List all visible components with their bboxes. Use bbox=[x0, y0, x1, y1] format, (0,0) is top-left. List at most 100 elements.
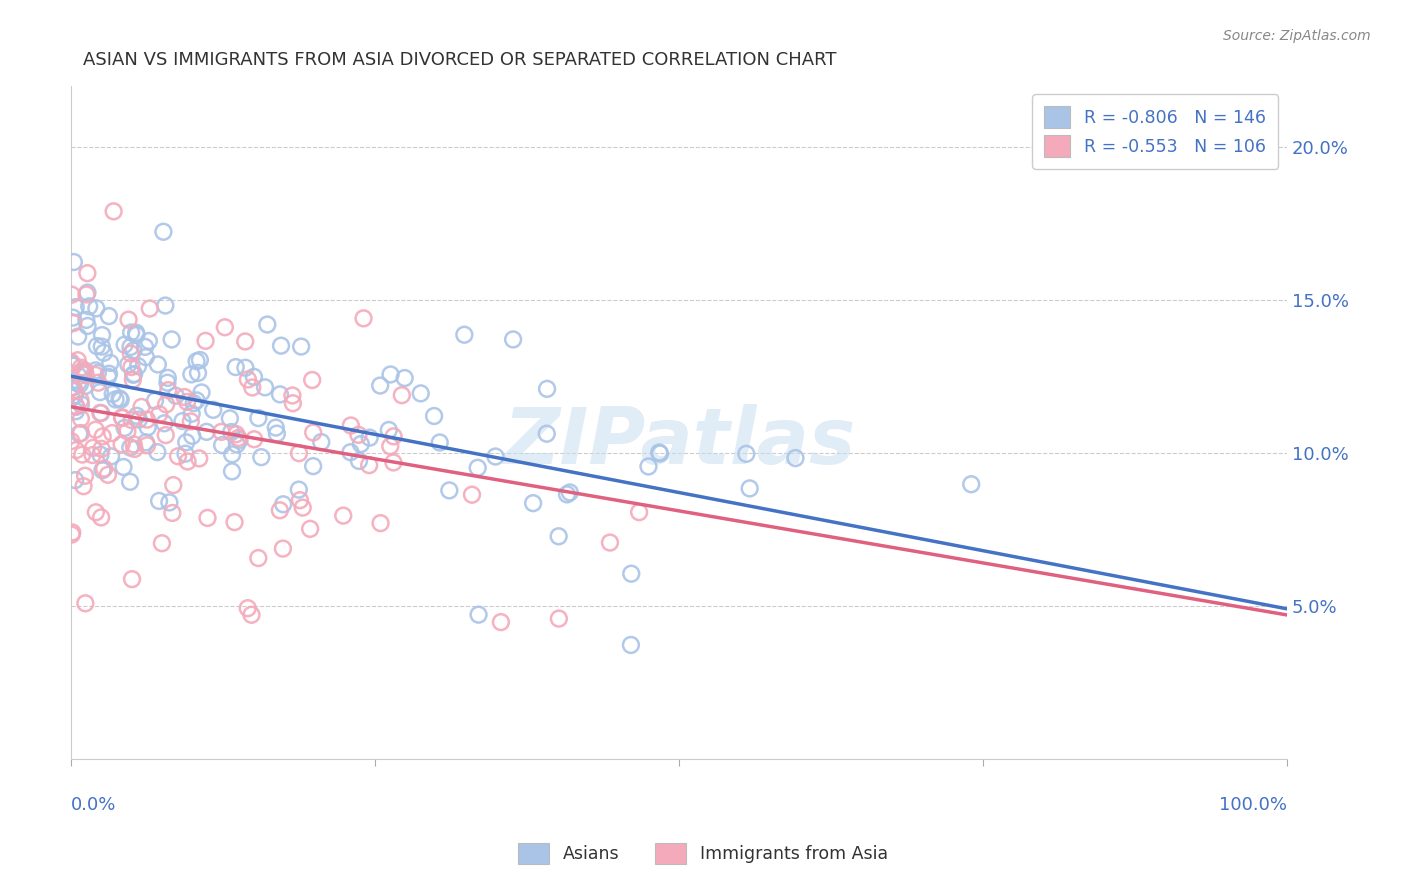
Point bbox=[382, 429, 405, 443]
Point bbox=[236, 601, 259, 615]
Point bbox=[135, 350, 157, 364]
Point bbox=[77, 299, 100, 313]
Point bbox=[121, 373, 143, 387]
Point bbox=[547, 529, 569, 543]
Point bbox=[735, 447, 758, 461]
Point bbox=[136, 412, 159, 426]
Point bbox=[112, 460, 135, 475]
Point bbox=[84, 505, 107, 519]
Point bbox=[76, 285, 98, 300]
Point bbox=[84, 423, 107, 437]
Point bbox=[219, 425, 242, 439]
Point bbox=[301, 373, 323, 387]
Point bbox=[122, 368, 145, 382]
Point bbox=[60, 287, 83, 301]
Point bbox=[240, 380, 263, 394]
Point bbox=[87, 376, 110, 390]
Point bbox=[63, 255, 86, 269]
Point bbox=[153, 417, 176, 431]
Point bbox=[269, 387, 291, 401]
Point bbox=[347, 454, 370, 468]
Point bbox=[90, 340, 112, 354]
Point bbox=[122, 437, 145, 451]
Point bbox=[65, 443, 87, 458]
Point bbox=[70, 411, 93, 425]
Point bbox=[134, 340, 156, 354]
Point bbox=[429, 435, 451, 450]
Point bbox=[173, 390, 195, 404]
Point bbox=[84, 363, 107, 377]
Point bbox=[87, 366, 110, 380]
Point bbox=[90, 510, 112, 524]
Text: ZIPatlas: ZIPatlas bbox=[503, 404, 855, 481]
Point bbox=[93, 346, 115, 360]
Point bbox=[120, 326, 142, 340]
Point bbox=[299, 522, 322, 536]
Point bbox=[82, 441, 104, 455]
Point bbox=[97, 369, 120, 384]
Point bbox=[271, 541, 294, 556]
Point bbox=[91, 429, 114, 443]
Point bbox=[76, 266, 98, 280]
Point bbox=[174, 435, 197, 450]
Point bbox=[347, 427, 370, 442]
Point bbox=[157, 383, 180, 397]
Point bbox=[256, 318, 278, 332]
Point bbox=[120, 346, 142, 360]
Point bbox=[62, 359, 84, 373]
Point bbox=[69, 393, 91, 408]
Point bbox=[91, 463, 114, 477]
Point bbox=[125, 409, 148, 423]
Point bbox=[111, 411, 134, 425]
Point bbox=[165, 389, 187, 403]
Point bbox=[125, 326, 148, 340]
Point bbox=[288, 493, 311, 508]
Point bbox=[190, 385, 212, 400]
Point bbox=[143, 393, 166, 408]
Point bbox=[162, 478, 184, 492]
Point bbox=[155, 299, 177, 313]
Point bbox=[960, 477, 983, 491]
Point bbox=[89, 406, 111, 420]
Legend: R = -0.806   N = 146, R = -0.553   N = 106: R = -0.806 N = 146, R = -0.553 N = 106 bbox=[1032, 95, 1278, 169]
Point bbox=[202, 402, 225, 417]
Point bbox=[502, 333, 524, 347]
Point bbox=[558, 485, 581, 500]
Point bbox=[122, 367, 145, 381]
Point bbox=[101, 425, 124, 440]
Point bbox=[60, 525, 83, 540]
Point bbox=[75, 313, 97, 327]
Point bbox=[60, 527, 83, 541]
Point bbox=[467, 460, 489, 475]
Point bbox=[235, 360, 257, 375]
Point bbox=[120, 340, 142, 354]
Point bbox=[439, 483, 461, 498]
Point bbox=[136, 438, 159, 452]
Point bbox=[65, 300, 87, 314]
Point bbox=[181, 429, 204, 443]
Point bbox=[162, 506, 184, 520]
Point bbox=[266, 426, 288, 441]
Point bbox=[63, 388, 86, 402]
Point bbox=[114, 421, 136, 435]
Point bbox=[70, 360, 93, 375]
Point bbox=[150, 536, 173, 550]
Point bbox=[221, 447, 243, 461]
Point bbox=[228, 431, 250, 445]
Point bbox=[90, 406, 112, 420]
Point bbox=[60, 357, 83, 371]
Point bbox=[188, 451, 211, 466]
Point bbox=[489, 615, 512, 629]
Point bbox=[380, 368, 402, 382]
Point bbox=[194, 334, 217, 348]
Point bbox=[101, 387, 124, 401]
Point bbox=[90, 442, 112, 456]
Point bbox=[156, 371, 179, 385]
Point bbox=[738, 482, 761, 496]
Point bbox=[186, 354, 208, 368]
Point bbox=[66, 353, 89, 368]
Point bbox=[240, 607, 263, 622]
Point bbox=[302, 425, 325, 440]
Point bbox=[236, 372, 259, 386]
Point bbox=[648, 446, 671, 460]
